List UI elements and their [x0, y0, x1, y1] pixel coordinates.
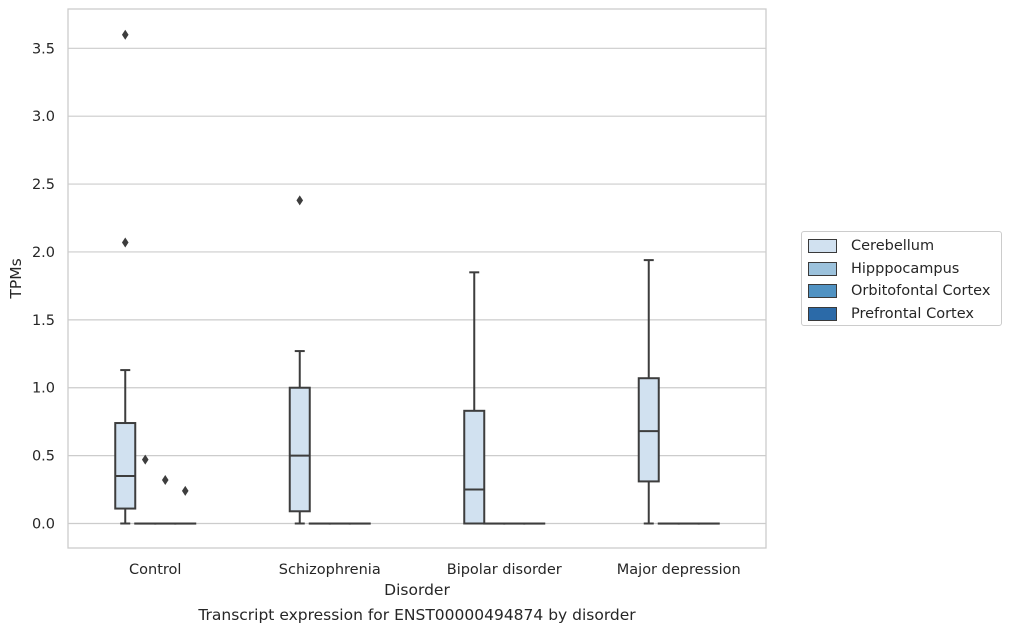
- box-plot: [288, 195, 311, 525]
- chart-caption: Transcript expression for ENST0000049487…: [198, 606, 636, 624]
- box-plot: [463, 271, 486, 525]
- y-tick-label: 0.0: [32, 517, 55, 533]
- legend-label: Hipppocampus: [851, 260, 960, 277]
- y-tick-label: 3.0: [32, 109, 55, 125]
- x-tick-label: Bipolar disorder: [447, 562, 562, 578]
- y-tick-label: 1.5: [32, 313, 55, 329]
- legend: Cerebellum Hipppocampus Orbitofontal Corte…: [801, 231, 1002, 326]
- y-axis-label: TPMs: [7, 258, 25, 299]
- x-tick-label: Major depression: [617, 562, 741, 578]
- box-plot: [154, 475, 177, 525]
- box: [463, 409, 486, 525]
- box-plot: [637, 259, 660, 525]
- box: [114, 422, 137, 510]
- y-tick-label: 0.5: [32, 449, 55, 465]
- outlier-point: [141, 454, 149, 465]
- box: [637, 377, 660, 483]
- y-tick-label: 2.0: [32, 245, 55, 261]
- legend-swatch: [808, 239, 837, 254]
- box-plots: [114, 29, 720, 525]
- box: [288, 386, 311, 513]
- x-axis-label: Disorder: [384, 581, 450, 599]
- legend-label: Orbitofontal Cortex: [851, 283, 991, 300]
- legend-item: Hipppocampus: [802, 258, 1001, 281]
- legend-label: Prefrontal Cortex: [851, 305, 974, 322]
- box-plot: [114, 29, 137, 525]
- outlier-point: [121, 237, 129, 248]
- y-tick-label: 2.5: [32, 177, 55, 193]
- outlier-point: [121, 29, 129, 40]
- x-tick-label: Schizophrenia: [279, 562, 381, 578]
- box-plot: [134, 454, 157, 525]
- legend-swatch: [808, 284, 837, 299]
- legend-item: Cerebellum: [802, 235, 1001, 258]
- outlier-point: [181, 485, 189, 496]
- y-tick-labels: 0.0 0.5 1.0 1.5 2.0 2.5 3.0 3.5: [32, 41, 55, 532]
- y-tick-label: 1.0: [32, 381, 55, 397]
- outlier-point: [161, 475, 169, 486]
- plot-area-frame: [67, 8, 767, 549]
- x-tick-labels: Control Schizophrenia Bipolar disorder Majo…: [129, 562, 741, 578]
- outlier-point: [296, 195, 304, 206]
- legend-item: Prefrontal Cortex: [802, 303, 1001, 326]
- y-tick-label: 3.5: [32, 41, 55, 57]
- x-tick-label: Control: [129, 562, 181, 578]
- legend-swatch: [808, 261, 837, 276]
- grid-lines: [68, 47, 766, 525]
- box-plot: [174, 485, 197, 525]
- legend-label: Cerebellum: [851, 238, 935, 255]
- legend-item: Orbitofontal Cortex: [802, 280, 1001, 303]
- legend-swatch: [808, 306, 837, 321]
